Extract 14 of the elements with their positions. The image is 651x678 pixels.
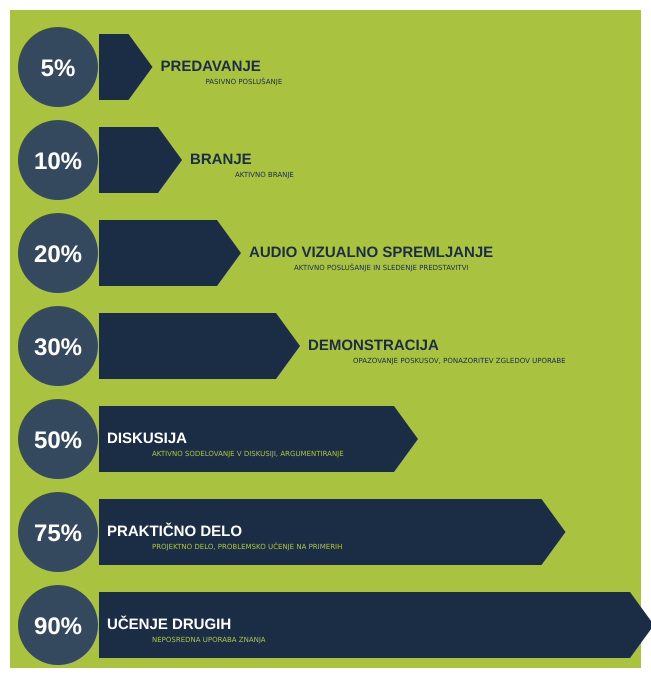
y-tick-label: BRANJE bbox=[190, 151, 252, 168]
data-label: 20% bbox=[34, 241, 82, 268]
data-label: 75% bbox=[34, 520, 82, 547]
y-tick-label: UČENJE DRUGIH bbox=[107, 615, 232, 633]
y-tick-label: DEMONSTRACIJA bbox=[308, 337, 440, 354]
data-label: 90% bbox=[34, 613, 82, 640]
data-label: 30% bbox=[34, 334, 82, 361]
data-label: 5% bbox=[40, 55, 76, 82]
y-tick-label: DISKUSIJA bbox=[107, 430, 188, 447]
y-tick-label: AUDIO VIZUALNO SPREMLJANJE bbox=[249, 244, 494, 261]
data-label: 50% bbox=[34, 427, 82, 454]
data-label: 10% bbox=[34, 148, 82, 175]
y-tick-label: PRAKTIČNO DELO bbox=[107, 522, 242, 540]
y-tick-label: PREDAVANJE bbox=[160, 58, 261, 75]
